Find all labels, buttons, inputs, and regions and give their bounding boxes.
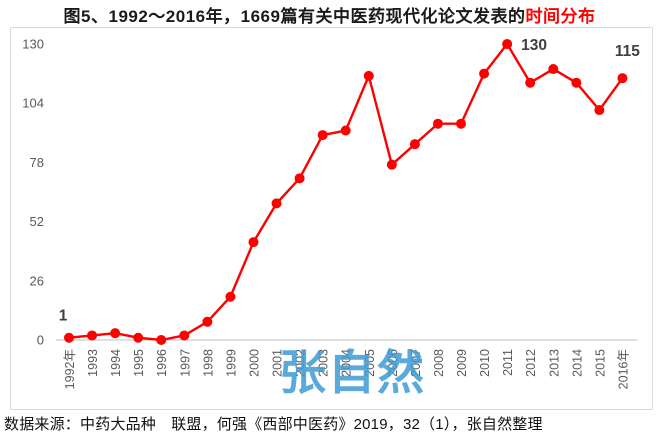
figure-title-highlight: 时间分布 [525,7,596,26]
y-tick-label: 78 [30,155,44,170]
data-label: 115 [615,43,640,60]
data-point [294,173,305,184]
x-tick-label: 2000 [247,349,261,377]
x-tick-label: 1998 [201,349,215,377]
x-tick-label: 2007 [409,349,423,377]
data-label: 130 [521,37,547,54]
figure-title: 图5、1992～2016年，1669篇有关中医药现代化论文发表的时间分布 [0,2,659,27]
x-tick-label: 1994 [109,349,123,377]
data-point [363,70,374,81]
y-tick-label: 26 [30,273,44,288]
x-tick-label: 1997 [178,349,192,377]
x-tick-label: 2010 [478,349,492,377]
data-point [179,330,190,341]
data-point [87,330,98,341]
data-label: 1 [59,308,68,325]
x-tick-label: 2014 [570,349,584,377]
data-point [133,332,144,343]
data-point [248,237,259,248]
x-tick-label: 2013 [547,349,561,377]
data-point [571,77,582,88]
series-line [67,42,624,342]
x-tick-label: 1999 [224,349,238,377]
source-note: 数据来源：中药大品种 联盟，何强《西部中医药》2019，32（1），张自然整理 [4,416,543,433]
data-point [340,125,351,136]
x-tick-label: 1993 [86,349,100,377]
x-tick-label: 1995 [132,349,146,377]
chart-area: 0 26 52 78 104 130 1992年 1993 1994 1995 1996 1997 19… [10,27,653,410]
y-tick-label: 52 [30,214,44,229]
data-point [479,68,490,79]
x-tick-label: 2005 [363,349,377,377]
y-tick-label: 130 [22,37,44,52]
data-point [456,118,467,129]
data-point [502,39,513,49]
x-tick-label: 2004 [340,349,354,377]
figure-title-main: 图5、1992～2016年，1669篇有关中医药现代化论文发表的 [63,7,526,26]
x-tick-label: 2003 [317,349,331,377]
data-point [225,291,236,302]
x-tick-label: 2009 [455,349,469,377]
y-tick-label: 104 [22,96,44,111]
data-point [110,328,121,339]
x-tick-label: 2002 [294,349,308,377]
x-tick-label: 1996 [155,349,169,377]
data-point [317,130,328,141]
x-tick-label: 2012 [524,349,538,377]
x-tick-label: 2016年 [616,349,630,389]
x-tick-label: 2001 [271,349,285,377]
data-point [64,332,74,343]
y-tick-label: 0 [37,333,44,348]
data-point [548,64,559,75]
data-point [271,198,282,209]
x-tick-label: 2006 [386,349,400,377]
data-point [156,335,167,345]
x-tick-label: 2008 [432,349,446,377]
data-point [409,139,420,150]
data-point [525,77,536,88]
data-point [202,316,213,327]
data-point [386,159,397,170]
x-tick-label: 2011 [501,349,515,376]
x-tick-label: 2015 [593,349,607,377]
x-tick-label: 1992年 [63,349,77,389]
data-point [432,118,443,129]
data-point [617,73,628,84]
data-point [594,105,605,116]
line-chart: 0 26 52 78 104 130 1992年 1993 1994 1995 1996 1997 19… [22,37,640,390]
